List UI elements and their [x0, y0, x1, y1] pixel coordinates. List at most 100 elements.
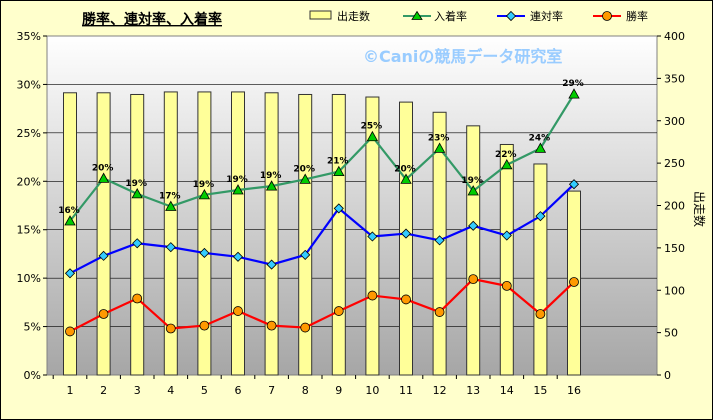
- legend-marker-win: [602, 11, 612, 21]
- point-marker: [333, 165, 345, 177]
- point-marker: [265, 180, 278, 191]
- bar: [130, 93, 145, 376]
- bar: [96, 92, 111, 376]
- legend-label-bars: 出走数: [337, 9, 370, 23]
- point-marker: [65, 326, 75, 337]
- chart-title: 勝率、連対率、入着率: [82, 11, 222, 28]
- point-marker: [367, 290, 378, 301]
- x-tick-label: 9: [335, 384, 342, 397]
- data-label: 16%: [58, 206, 80, 216]
- left-tick-label: 5%: [24, 321, 41, 334]
- point-marker: [132, 238, 143, 249]
- point-marker: [199, 320, 210, 331]
- x-axis-ticks: 1 2 3 4 5 6 7 8 9 10 11 12 13 14 15 16: [52, 375, 581, 397]
- data-label: 19%: [193, 180, 215, 190]
- bar: [231, 91, 245, 376]
- legend-label-rentai: 連対率: [530, 9, 563, 23]
- point-marker: [501, 280, 512, 291]
- right-tick-label: 350: [664, 72, 685, 85]
- point-marker: [165, 242, 176, 253]
- point-marker: [467, 185, 479, 196]
- x-tick-label: 1: [67, 384, 74, 397]
- right-tick-label: 150: [664, 242, 685, 255]
- data-label: 19%: [125, 179, 147, 189]
- point-marker: [401, 294, 411, 305]
- point-marker: [434, 235, 445, 246]
- point-marker: [433, 142, 446, 153]
- point-marker: [534, 142, 547, 153]
- point-marker: [501, 158, 513, 170]
- series-line: [69, 93, 575, 222]
- legend-label-win: 勝率: [626, 9, 648, 23]
- x-tick-label: 4: [167, 384, 174, 397]
- point-marker: [535, 211, 546, 222]
- data-label: 17%: [159, 191, 181, 201]
- left-tick-label: 10%: [17, 272, 41, 285]
- bar: [533, 163, 548, 376]
- point-marker: [233, 306, 243, 316]
- bar: [499, 143, 514, 376]
- left-tick-label: 15%: [17, 224, 41, 237]
- point-marker: [434, 307, 445, 317]
- data-label: 20%: [394, 164, 416, 174]
- right-tick-label: 100: [664, 284, 685, 297]
- point-marker: [131, 188, 143, 199]
- x-tick-label: 7: [268, 384, 275, 397]
- right-axis-label: 出走数: [692, 191, 707, 227]
- x-tick-label: 12: [433, 384, 447, 397]
- point-marker: [64, 215, 76, 226]
- point-marker: [400, 173, 412, 184]
- right-tick-label: 200: [664, 200, 685, 213]
- plot-area: [46, 35, 658, 376]
- point-marker: [535, 309, 546, 319]
- x-tick-label: 2: [100, 384, 107, 397]
- watermark: ©Caniの競馬データ研究室: [363, 47, 562, 66]
- right-axis-ticks: 0 50 100 150 200 250 300 350 400: [657, 30, 685, 382]
- point-marker: [300, 322, 311, 333]
- point-marker: [333, 203, 344, 214]
- series-line: [69, 277, 575, 333]
- data-label: 22%: [495, 150, 517, 160]
- right-tick-label: 50: [664, 327, 678, 340]
- point-marker: [266, 320, 277, 331]
- point-marker: [266, 259, 277, 270]
- point-marker: [199, 247, 210, 259]
- data-label: 23%: [428, 133, 450, 143]
- point-marker: [468, 220, 479, 231]
- point-marker: [366, 130, 379, 142]
- right-tick-label: 400: [664, 30, 685, 43]
- legend-marker-rentai: [505, 10, 517, 22]
- point-marker: [568, 179, 580, 190]
- data-label: 19%: [260, 171, 282, 181]
- left-tick-label: 20%: [17, 175, 41, 188]
- x-tick-label: 14: [500, 384, 514, 397]
- bar: [298, 93, 313, 376]
- data-label: 19%: [226, 175, 248, 185]
- x-tick-label: 16: [567, 384, 581, 397]
- legend-marker-place: [411, 10, 423, 20]
- bar: [331, 93, 346, 376]
- point-marker: [468, 274, 479, 285]
- point-marker: [367, 231, 378, 242]
- point-marker: [97, 172, 110, 183]
- data-label: 20%: [293, 164, 315, 174]
- right-tick-label: 0: [664, 369, 671, 382]
- point-marker: [232, 251, 244, 262]
- data-label: 19%: [461, 176, 483, 186]
- point-marker: [400, 228, 412, 239]
- data-label: 24%: [529, 133, 551, 143]
- x-tick-label: 5: [201, 384, 208, 397]
- point-marker: [198, 189, 211, 200]
- right-tick-label: 250: [664, 157, 685, 170]
- x-tick-label: 15: [533, 384, 547, 397]
- bar: [264, 92, 279, 376]
- data-label: 29%: [562, 79, 584, 89]
- bar: [163, 91, 178, 376]
- left-axis-ticks: 0% 5% 10% 15% 20% 25% 30% 35%: [17, 30, 47, 382]
- series-line: [69, 183, 575, 275]
- x-tick-label: 3: [134, 384, 141, 397]
- point-marker: [501, 230, 512, 241]
- x-tick-label: 11: [399, 384, 413, 397]
- data-labels: 16% 20% 19% 17% 19% 19% 19% 20% 21% 25% 20% 23% 19% 2…: [58, 79, 584, 216]
